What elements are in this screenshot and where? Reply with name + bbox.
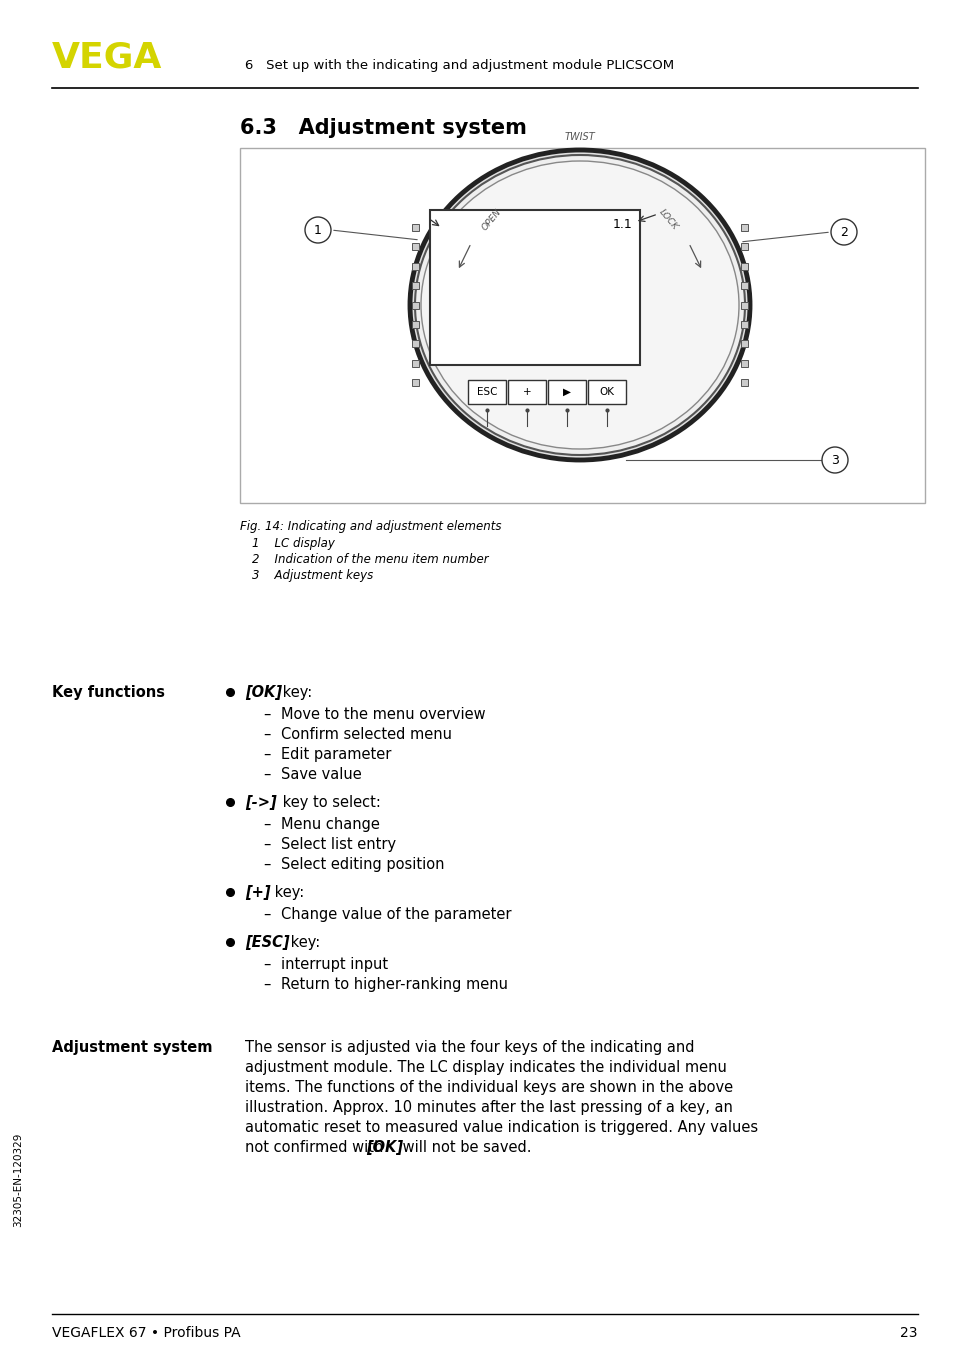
Text: –: – bbox=[263, 837, 270, 852]
Bar bbox=[740, 360, 747, 367]
Text: 2: 2 bbox=[840, 226, 847, 238]
Text: The sensor is adjusted via the four keys of the indicating and: The sensor is adjusted via the four keys… bbox=[245, 1040, 694, 1055]
Bar bbox=[740, 263, 747, 269]
Text: Adjustment system: Adjustment system bbox=[52, 1040, 213, 1055]
Text: Return to higher-ranking menu: Return to higher-ranking menu bbox=[281, 978, 507, 992]
Text: not confirmed with: not confirmed with bbox=[245, 1140, 388, 1155]
Text: illustration. Approx. 10 minutes after the last pressing of a key, an: illustration. Approx. 10 minutes after t… bbox=[245, 1099, 732, 1114]
Text: [ESC]: [ESC] bbox=[245, 936, 289, 951]
Text: Move to the menu overview: Move to the menu overview bbox=[281, 707, 485, 722]
Text: –: – bbox=[263, 816, 270, 831]
Bar bbox=[412, 302, 418, 309]
Bar bbox=[412, 321, 418, 328]
Text: –: – bbox=[263, 857, 270, 872]
Text: TWIST: TWIST bbox=[564, 131, 595, 142]
Text: 32305-EN-120329: 32305-EN-120329 bbox=[13, 1133, 23, 1227]
Bar bbox=[507, 380, 545, 403]
Text: 3: 3 bbox=[830, 454, 838, 467]
Text: [OK]: [OK] bbox=[245, 685, 282, 700]
Bar bbox=[412, 340, 418, 347]
Text: key:: key: bbox=[270, 886, 304, 900]
Bar bbox=[740, 282, 747, 290]
Text: 6.3   Adjustment system: 6.3 Adjustment system bbox=[240, 118, 526, 138]
Bar bbox=[740, 321, 747, 328]
Text: Key functions: Key functions bbox=[52, 685, 165, 700]
Text: +: + bbox=[522, 387, 531, 397]
Text: Select list entry: Select list entry bbox=[281, 837, 395, 852]
Text: [->]: [->] bbox=[245, 795, 276, 810]
Text: 6   Set up with the indicating and adjustment module PLICSCOM: 6 Set up with the indicating and adjustm… bbox=[245, 60, 674, 72]
Text: will not be saved.: will not be saved. bbox=[397, 1140, 531, 1155]
Text: Edit parameter: Edit parameter bbox=[281, 747, 391, 762]
Bar bbox=[412, 360, 418, 367]
Text: Save value: Save value bbox=[281, 766, 361, 783]
Bar bbox=[412, 282, 418, 290]
Text: –: – bbox=[263, 957, 270, 972]
Text: 2    Indication of the menu item number: 2 Indication of the menu item number bbox=[252, 552, 488, 566]
Circle shape bbox=[305, 217, 331, 242]
Text: Fig. 14: Indicating and adjustment elements: Fig. 14: Indicating and adjustment eleme… bbox=[240, 520, 501, 533]
Text: Confirm selected menu: Confirm selected menu bbox=[281, 727, 452, 742]
Text: VEGAFLEX 67 • Profibus PA: VEGAFLEX 67 • Profibus PA bbox=[52, 1326, 240, 1340]
Text: OK: OK bbox=[598, 387, 614, 397]
Circle shape bbox=[830, 219, 856, 245]
Bar bbox=[412, 379, 418, 386]
Bar bbox=[740, 302, 747, 309]
Ellipse shape bbox=[420, 161, 739, 450]
Bar bbox=[430, 210, 639, 366]
Text: VEGA: VEGA bbox=[52, 41, 162, 74]
Text: 23: 23 bbox=[900, 1326, 917, 1340]
Bar bbox=[740, 379, 747, 386]
Text: items. The functions of the individual keys are shown in the above: items. The functions of the individual k… bbox=[245, 1080, 732, 1095]
Bar bbox=[547, 380, 585, 403]
Bar bbox=[740, 244, 747, 250]
Ellipse shape bbox=[415, 154, 744, 455]
Bar bbox=[740, 223, 747, 232]
Text: –: – bbox=[263, 707, 270, 722]
Text: key:: key: bbox=[277, 685, 312, 700]
Text: –: – bbox=[263, 747, 270, 762]
Text: Change value of the parameter: Change value of the parameter bbox=[281, 907, 511, 922]
Bar bbox=[587, 380, 625, 403]
Text: 3    Adjustment keys: 3 Adjustment keys bbox=[252, 569, 373, 582]
Bar bbox=[412, 263, 418, 269]
Circle shape bbox=[821, 447, 847, 473]
Text: 1.1: 1.1 bbox=[612, 218, 631, 232]
Text: key:: key: bbox=[286, 936, 320, 951]
Text: ▶: ▶ bbox=[562, 387, 571, 397]
Text: –: – bbox=[263, 766, 270, 783]
Text: ESC: ESC bbox=[476, 387, 497, 397]
Text: 1: 1 bbox=[314, 223, 321, 237]
Bar bbox=[740, 340, 747, 347]
Bar bbox=[468, 380, 505, 403]
Ellipse shape bbox=[410, 150, 749, 460]
Text: –: – bbox=[263, 907, 270, 922]
Text: OPEN: OPEN bbox=[479, 207, 502, 233]
Text: interrupt input: interrupt input bbox=[281, 957, 388, 972]
Text: Select editing position: Select editing position bbox=[281, 857, 444, 872]
Bar bbox=[240, 148, 924, 502]
Bar bbox=[412, 223, 418, 232]
Text: Menu change: Menu change bbox=[281, 816, 379, 831]
Text: –: – bbox=[263, 727, 270, 742]
Bar bbox=[412, 244, 418, 250]
Text: [OK]: [OK] bbox=[365, 1140, 402, 1155]
Text: key to select:: key to select: bbox=[277, 795, 380, 810]
Text: [+]: [+] bbox=[245, 886, 271, 900]
Text: 1    LC display: 1 LC display bbox=[252, 538, 335, 550]
Text: –: – bbox=[263, 978, 270, 992]
Text: automatic reset to measured value indication is triggered. Any values: automatic reset to measured value indica… bbox=[245, 1120, 758, 1135]
Text: adjustment module. The LC display indicates the individual menu: adjustment module. The LC display indica… bbox=[245, 1060, 726, 1075]
Text: LOCK: LOCK bbox=[657, 207, 679, 232]
